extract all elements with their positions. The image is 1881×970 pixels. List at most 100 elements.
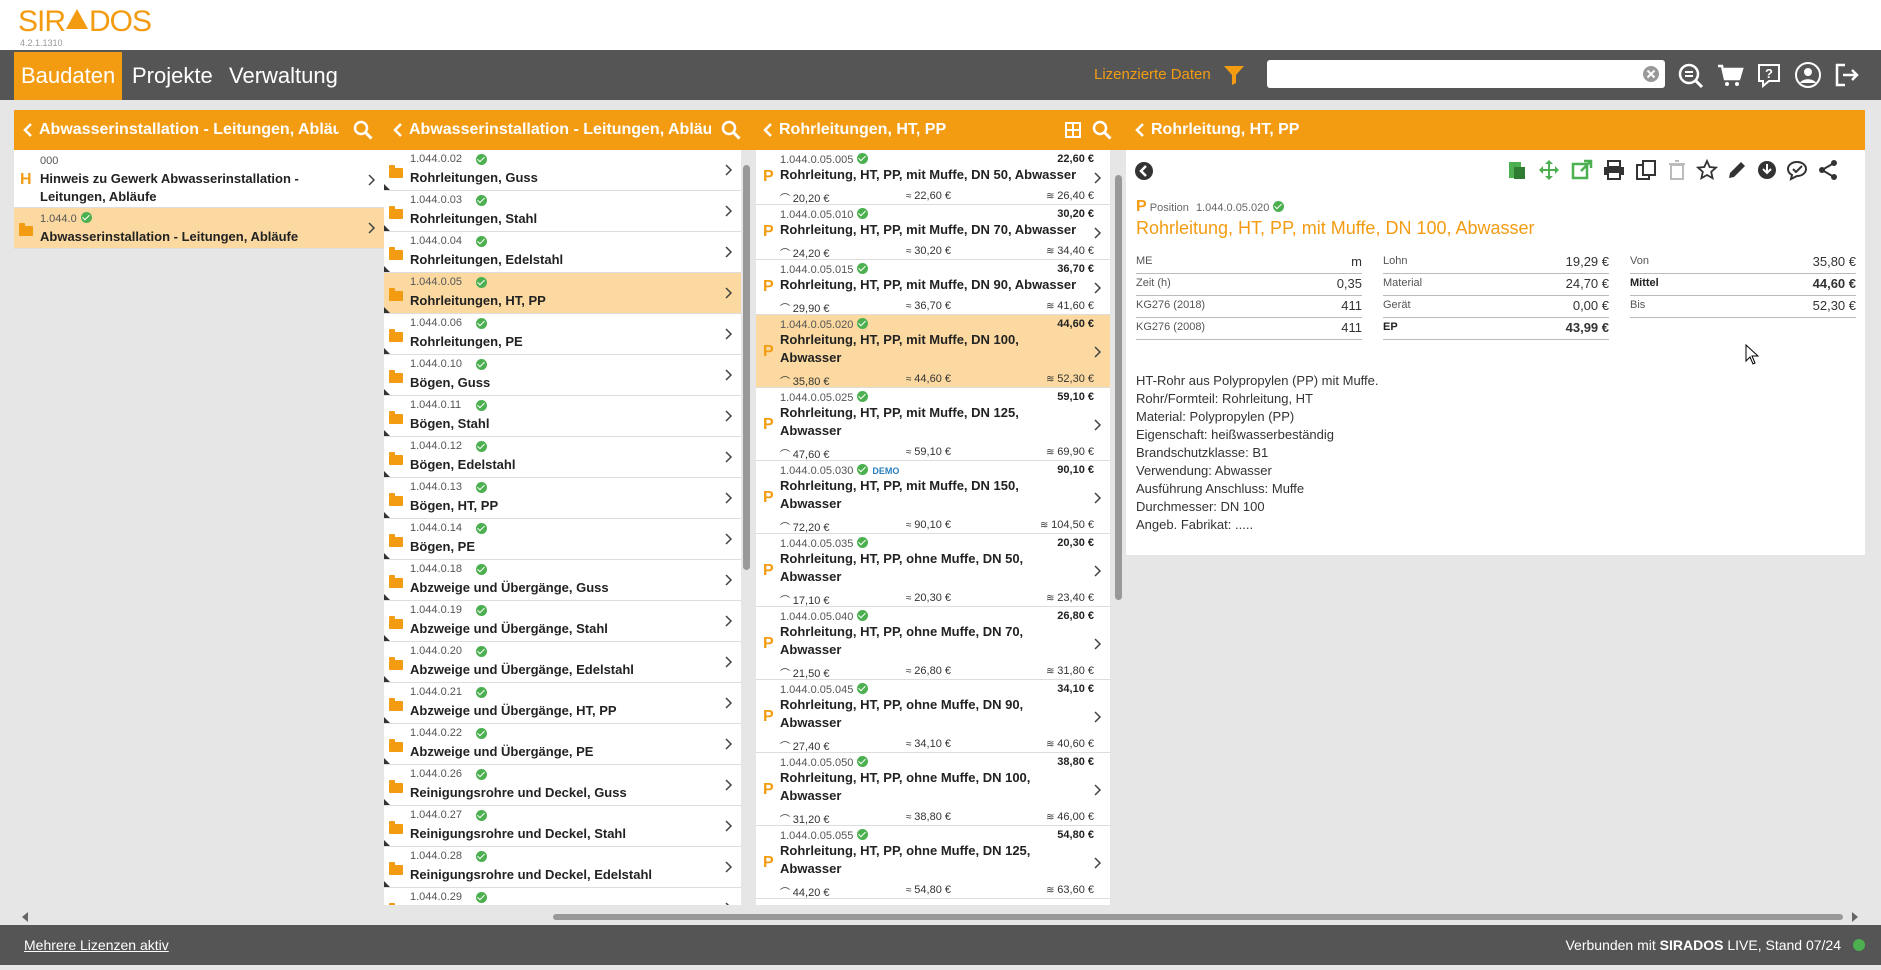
grid2-label: EP <box>1383 321 1398 333</box>
back-icon[interactable] <box>760 110 776 150</box>
list-item[interactable]: 1.044.0.04 Rohrleitungen, Edelstahl <box>384 232 741 273</box>
check-icon <box>857 208 869 219</box>
item-name: Rohrleitung, HT, PP, ohne Muffe, DN 70, <box>780 624 1024 639</box>
item-name: Rohrleitung, HT, PP, mit Muffe, DN 100, <box>780 332 1019 347</box>
position-row[interactable]: 1.044.0.05.055 54,80 € P Rohrleitung, HT, P… <box>756 826 1110 899</box>
edit-icon[interactable] <box>1726 159 1748 181</box>
col3-scrollbar[interactable] <box>1115 175 1122 600</box>
copy-icon[interactable] <box>1635 159 1657 181</box>
open-external-icon[interactable] <box>1571 159 1593 181</box>
download-icon[interactable] <box>1756 159 1778 181</box>
search-icon[interactable] <box>1092 120 1112 140</box>
list-item[interactable]: 1.044.0.19 Abzweige und Übergänge, Stahl <box>384 601 741 642</box>
item-name: Rohrleitung, HT, PP, ohne Muffe, DN 50, <box>780 551 1024 566</box>
logout-icon[interactable] <box>1833 61 1861 89</box>
search-list-icon[interactable] <box>1676 61 1704 89</box>
item-name: Bögen, Stahl <box>410 416 490 431</box>
list-item[interactable]: 1.044.0.05 Rohrleitungen, HT, PP <box>384 273 741 314</box>
list-item[interactable]: 1.044.0.28 Reinigungsrohre und Deckel, Ed… <box>384 847 741 888</box>
list-item[interactable]: 1.044.0.03 Rohrleitungen, Stahl <box>384 191 741 232</box>
search-input[interactable] <box>1267 60 1665 88</box>
user-icon[interactable] <box>1794 61 1822 89</box>
list-item[interactable]: 1.044.0.02 Rohrleitungen, Guss <box>384 150 741 191</box>
position-row[interactable]: 1.044.0.05.025 59,10 € P Rohrleitung, HT, P… <box>756 388 1110 461</box>
position-row[interactable]: 1.044.0.05.045 34,10 € P Rohrleitung, HT, P… <box>756 680 1110 753</box>
licenses-link[interactable]: Mehrere Lizenzen aktiv <box>24 937 169 953</box>
grid1-value: m <box>1351 254 1362 269</box>
chevron-right-icon <box>725 287 733 299</box>
list-item[interactable]: 1.044.0.10 Bögen, Guss <box>384 355 741 396</box>
print-icon[interactable] <box>1603 159 1625 181</box>
delete-icon[interactable] <box>1666 159 1688 181</box>
list-item[interactable]: 1.044.0.22 Abzweige und Übergänge, PE <box>384 724 741 765</box>
grid1-label: Zeit (h) <box>1136 277 1171 289</box>
price-max-icon: ≋ <box>1046 739 1058 750</box>
search-icon[interactable] <box>721 120 741 140</box>
connection-status: Verbunden mit SIRADOS LIVE, Stand 07/24 <box>1565 937 1841 953</box>
price-mid: ≈ 38,80 € <box>906 811 951 823</box>
check-icon <box>476 400 487 411</box>
corner-marker <box>384 758 390 764</box>
row-divider <box>1136 295 1362 296</box>
list-item[interactable]: 1.044.0.11 Bögen, Stahl <box>384 396 741 437</box>
list-item-selected[interactable]: 1.044.0 Abwasserinstallation - Leitungen… <box>14 208 384 249</box>
item-code: 1.044.0.29 <box>410 891 462 903</box>
tab-verwaltung[interactable]: Verwaltung <box>229 63 338 88</box>
filter-icon[interactable] <box>1222 63 1246 87</box>
list-item[interactable]: 1.044.0.06 Rohrleitungen, PE <box>384 314 741 355</box>
back-icon[interactable] <box>390 110 406 150</box>
item-code: 1.044.0.18 <box>410 563 462 575</box>
expand-icon[interactable] <box>1063 120 1083 140</box>
price-min: ⌒ 17,10 € <box>780 595 830 607</box>
list-item[interactable]: 1.044.0.21 Abzweige und Übergänge, HT, PP <box>384 683 741 724</box>
tab-projekte[interactable]: Projekte <box>132 63 213 88</box>
horizontal-scroll-thumb[interactable] <box>553 914 1843 920</box>
clear-search-icon[interactable] <box>1641 64 1661 84</box>
list-item[interactable]: 000 H Hinweis zu Gewerk Abwasserinstalla… <box>14 150 384 208</box>
search-icon[interactable] <box>353 120 373 140</box>
scroll-left-icon[interactable] <box>20 911 30 923</box>
licensed-data-label[interactable]: Lizenzierte Daten <box>1094 66 1211 83</box>
check-icon <box>476 851 487 862</box>
price-min-icon: ⌒ <box>780 669 793 680</box>
list-item[interactable]: 1.044.0.20 Abzweige und Übergänge, Edelst… <box>384 642 741 683</box>
position-row[interactable]: 1.044.0.05.050 38,80 € P Rohrleitung, HT, P… <box>756 753 1110 826</box>
star-icon[interactable] <box>1696 159 1718 181</box>
circle-back-icon[interactable] <box>1134 161 1154 181</box>
cart-icon[interactable] <box>1716 61 1744 89</box>
folder-icon <box>389 862 403 875</box>
back-icon[interactable] <box>20 110 36 150</box>
share-icon[interactable] <box>1817 159 1839 181</box>
list-item[interactable]: 1.044.0.26 Reinigungsrohre und Deckel, Gu… <box>384 765 741 806</box>
position-row[interactable]: 1.044.0.05.005 22,60 € P Rohrleitung, HT, P… <box>756 150 1110 205</box>
list-item[interactable]: 1.044.0.12 Bögen, Edelstahl <box>384 437 741 478</box>
check-icon <box>80 212 92 223</box>
list-item[interactable]: 1.044.0.18 Abzweige und Übergänge, Guss <box>384 560 741 601</box>
col2-scrollbar[interactable] <box>743 165 750 570</box>
list-item[interactable]: 1.044.0.13 Bögen, HT, PP <box>384 478 741 519</box>
position-row[interactable]: 1.044.0.05.035 20,30 € P Rohrleitung, HT, P… <box>756 534 1110 607</box>
paste-icon[interactable] <box>1506 159 1528 181</box>
position-row[interactable]: 1.044.0.05.020 44,60 € P Rohrleitung, HT, P… <box>756 315 1110 388</box>
list-item[interactable]: 1.044.0.14 Bögen, PE <box>384 519 741 560</box>
price-min-icon: ⌒ <box>780 742 793 753</box>
chevron-right-icon <box>1094 227 1102 239</box>
description-line: Rohr/Formteil: Rohrleitung, HT <box>1136 391 1313 406</box>
position-row[interactable]: 1.044.0.05.030 DEMO 90,10 € P Rohrleitung, H… <box>756 461 1110 534</box>
tab-baudaten[interactable]: Baudaten <box>14 52 123 100</box>
move-icon[interactable] <box>1538 159 1560 181</box>
position-row[interactable]: 1.044.0.05.015 36,70 € P Rohrleitung, HT, P… <box>756 260 1110 315</box>
price-mid-icon: ≈ <box>906 812 915 823</box>
list-item[interactable]: 1.044.0.27 Reinigungsrohre und Deckel, St… <box>384 806 741 847</box>
price-mid-icon: ≈ <box>906 593 915 604</box>
comment-icon[interactable] <box>1786 159 1808 181</box>
scroll-right-icon[interactable] <box>1850 911 1860 923</box>
price-max: ≋ 46,00 € <box>1046 811 1094 823</box>
list-item[interactable]: 1.044.0.29 <box>384 888 741 905</box>
price-min: ⌒ 21,50 € <box>780 668 830 680</box>
row-divider <box>1136 339 1362 340</box>
position-row[interactable]: 1.044.0.05.040 26,80 € P Rohrleitung, HT, P… <box>756 607 1110 680</box>
back-icon[interactable] <box>1132 110 1148 150</box>
help-icon[interactable]: ? <box>1755 61 1783 89</box>
position-row[interactable]: 1.044.0.05.010 30,20 € P Rohrleitung, HT, P… <box>756 205 1110 260</box>
